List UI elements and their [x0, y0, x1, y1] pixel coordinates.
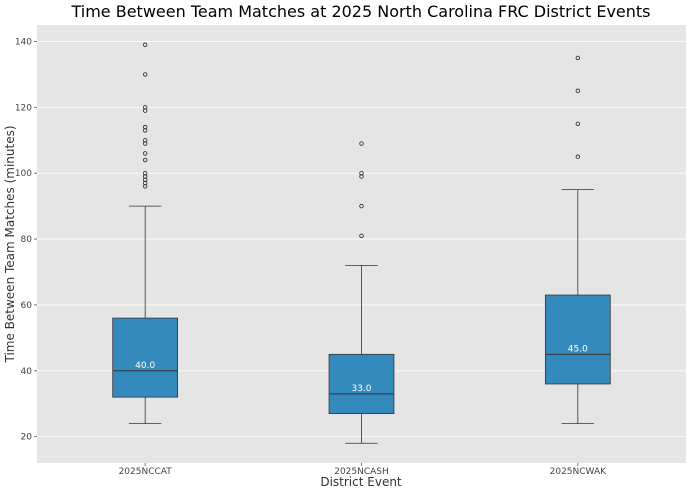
iqr-box [112, 317, 179, 398]
outlier-point [359, 141, 364, 146]
median-label: 40.0 [135, 361, 155, 371]
outlier-point [142, 42, 148, 47]
outlier-point [142, 170, 148, 176]
median-label: 33.0 [351, 384, 371, 394]
box-series: 40.0 33.0 45.0 [112, 42, 611, 444]
x-tick-label: 2025NCCAT [119, 467, 173, 477]
outlier-point [142, 157, 148, 163]
outlier-point [575, 55, 581, 61]
x-axis-label: District Event [320, 475, 402, 489]
y-tick-label: 100 [15, 169, 32, 179]
y-tick-label: 140 [15, 37, 32, 47]
iqr-box [544, 294, 611, 385]
box-2025ncash: 33.0 [328, 141, 395, 444]
x-tick-label: 2025NCWAK [550, 467, 607, 477]
y-tick-label: 80 [21, 235, 33, 245]
outlier-point [142, 72, 148, 77]
outlier-point [142, 151, 148, 156]
chart-title: Time Between Team Matches at 2025 North … [70, 2, 650, 21]
box-2025nccat: 40.0 [112, 42, 179, 424]
outlier-point [142, 124, 148, 130]
outlier-point [359, 203, 364, 209]
y-tick-label: 60 [21, 301, 33, 311]
x-axis-ticks: 2025NCCAT 2025NCASH 2025NCWAK [119, 463, 607, 477]
box-2025ncwak: 45.0 [544, 55, 611, 424]
y-tick-label: 20 [21, 433, 33, 443]
outlier-point [359, 233, 364, 238]
y-tick-label: 120 [15, 103, 32, 113]
outlier-point [142, 138, 148, 143]
x-tick-label: 2025NCASH [334, 467, 389, 477]
median-label: 45.0 [568, 344, 588, 354]
y-tick-label: 40 [21, 367, 33, 377]
iqr-box [328, 353, 395, 415]
outlier-point [142, 105, 148, 110]
y-axis-ticks: 20 40 60 80 100 120 140 [15, 37, 37, 443]
y-axis-label: Time Between Team Matches (minutes) [3, 125, 17, 363]
outlier-point [359, 170, 364, 176]
outlier-point [575, 154, 581, 159]
outlier-point [575, 88, 581, 94]
outlier-point [575, 121, 581, 126]
